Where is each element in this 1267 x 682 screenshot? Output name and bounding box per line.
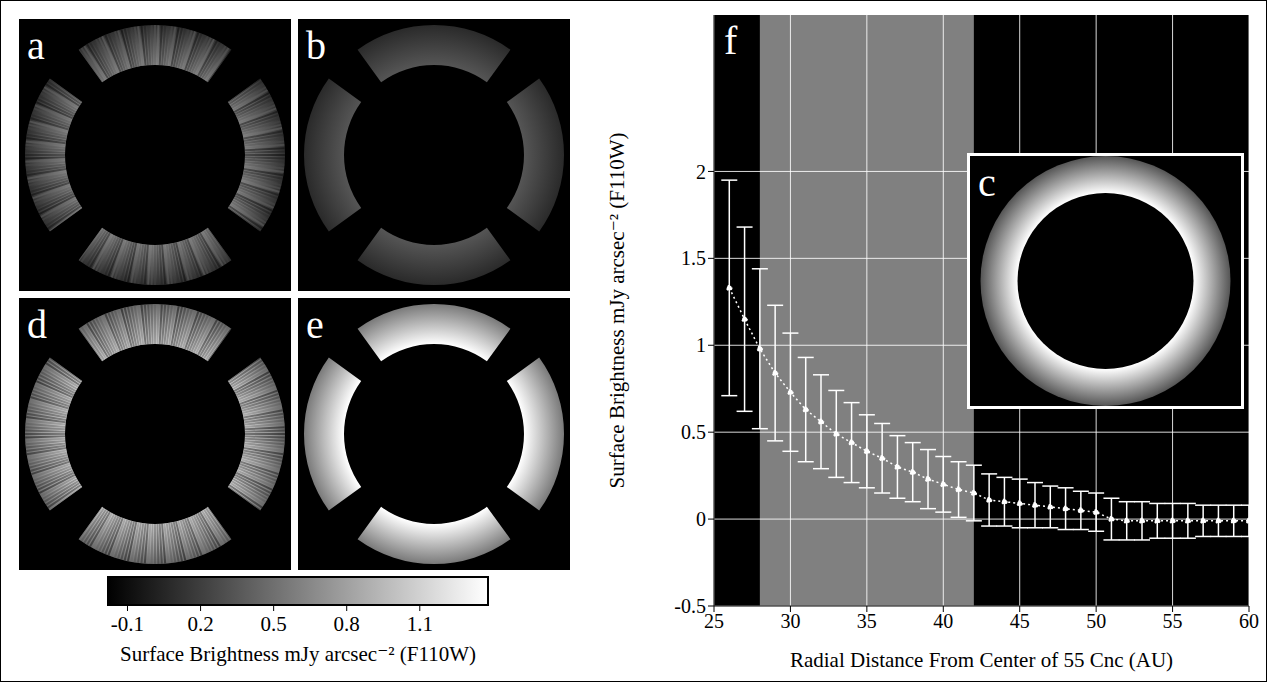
svg-text:0.5: 0.5 [681,421,706,443]
svg-text:a: a [27,23,45,68]
svg-text:25: 25 [704,610,724,632]
html-text:f: f [724,18,738,63]
svg-text:0.2: 0.2 [187,612,213,636]
svg-text:1.5: 1.5 [681,247,706,269]
svg-text:35: 35 [857,610,877,632]
svg-text:Surface Brightness mJy arcsec⁻: Surface Brightness mJy arcsec⁻² (F110W) [605,132,629,488]
svg-text:d: d [27,302,47,347]
svg-text:0: 0 [696,508,706,530]
svg-text:e: e [306,302,324,347]
svg-text:c: c [978,160,996,205]
svg-text:55: 55 [1163,610,1183,632]
svg-text:Radial Distance From Center of: Radial Distance From Center of 55 Cnc (A… [790,648,1173,672]
svg-text:0.8: 0.8 [334,612,360,636]
svg-text:Surface Brightness mJy arcsec⁻: Surface Brightness mJy arcsec⁻² (F110W) [120,642,476,666]
svg-text:2: 2 [696,161,706,183]
svg-text:b: b [306,23,326,68]
svg-text:40: 40 [933,610,953,632]
svg-text:-0.1: -0.1 [111,612,144,636]
svg-text:50: 50 [1086,610,1106,632]
svg-text:1: 1 [696,334,706,356]
svg-text:0.5: 0.5 [261,612,287,636]
svg-text:45: 45 [1010,610,1030,632]
svg-text:1.1: 1.1 [407,612,433,636]
svg-text:60: 60 [1239,610,1259,632]
svg-text:-0.5: -0.5 [674,595,706,617]
svg-text:30: 30 [780,610,800,632]
